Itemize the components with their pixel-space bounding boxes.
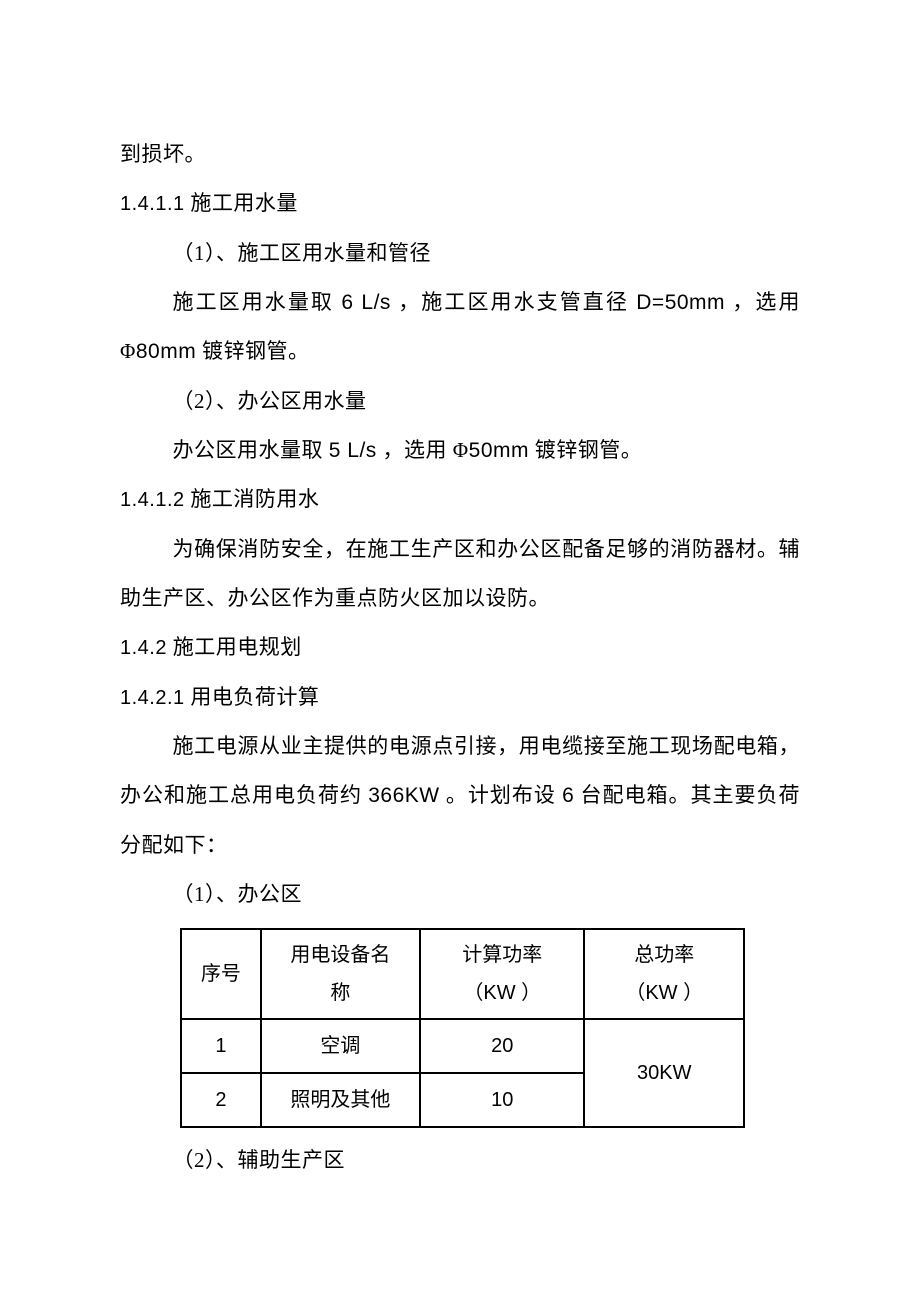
value-pipe-size: 80mm	[136, 340, 196, 363]
heading-number: 1.4.1.2	[120, 489, 185, 511]
value-pipe-size: 50mm	[469, 439, 529, 462]
paragraph-5: 为确保消防安全，在施工生产区和办公区配备足够的消防器材。辅助生产区、办公区作为重…	[120, 525, 800, 624]
heading-number: 1.4.1.1	[120, 193, 185, 215]
paragraph-4: 办公区用水量取 5 L/s ，选用 Φ50mm 镀锌钢管。	[120, 426, 800, 475]
header-total-power: 总功率 （KW ）	[584, 929, 744, 1019]
paragraph-continuation: 到损坏。	[120, 130, 800, 179]
header-line: 计算功率	[462, 944, 542, 966]
cell-serial: 2	[181, 1073, 261, 1127]
cell-equipment: 空调	[261, 1019, 420, 1073]
paragraph-3: （2）、办公区用水量	[120, 377, 800, 426]
text-segment: 。计划布设	[440, 783, 562, 807]
cell-power: 20	[420, 1019, 584, 1073]
value-diameter: D=50mm	[636, 291, 725, 314]
text-segment: 办公区用水量取	[173, 438, 329, 462]
cell-power: 10	[420, 1073, 584, 1127]
table-header-row: 序号 用电设备名 称 计算功率 （KW ） 总功率 （KW ）	[181, 929, 744, 1019]
heading-title: 施工用水量	[185, 191, 298, 215]
header-line: 用电设备名	[290, 944, 390, 966]
table-office-power: 序号 用电设备名 称 计算功率 （KW ） 总功率 （KW ） 1 空调 20	[180, 928, 800, 1128]
header-equipment: 用电设备名 称	[261, 929, 420, 1019]
heading-1412: 1.4.1.2 施工消防用水	[120, 475, 800, 524]
value-flow-rate: 6 L/s	[341, 291, 391, 314]
heading-title: 施工消防用水	[185, 487, 320, 511]
heading-1411: 1.4.1.1 施工用水量	[120, 179, 800, 228]
header-serial: 序号	[181, 929, 261, 1019]
cell-serial: 1	[181, 1019, 261, 1073]
header-line: （KW ）	[625, 982, 703, 1004]
text-segment: ，施工区用水支管直径	[391, 290, 636, 314]
text-segment: 镀锌钢管。	[196, 339, 309, 363]
heading-title: 施工用电规划	[167, 635, 302, 659]
value-flow-rate: 5 L/s	[329, 439, 377, 462]
paragraph-6: 施工电源从业主提供的电源点引接，用电缆接至施工现场配电箱，办公和施工总用电负荷约…	[120, 722, 800, 870]
paragraph-1: （1）、施工区用水量和管径	[120, 229, 800, 278]
heading-142: 1.4.2 施工用电规划	[120, 623, 800, 672]
text-segment: 施工区用水量取	[173, 290, 342, 314]
header-line: 总功率	[634, 944, 694, 966]
heading-number: 1.4.2	[120, 637, 167, 659]
heading-number: 1.4.2.1	[120, 687, 185, 709]
cell-equipment: 照明及其他	[261, 1073, 420, 1127]
heading-title: 用电负荷计算	[185, 685, 320, 709]
text-segment: ，选用 Φ	[377, 438, 469, 462]
header-calc-power: 计算功率 （KW ）	[420, 929, 584, 1019]
paragraph-8: （2）、辅助生产区	[120, 1136, 800, 1185]
value-box-count: 6	[562, 784, 574, 807]
document-body: 到损坏。 1.4.1.1 施工用水量 （1）、施工区用水量和管径 施工区用水量取…	[120, 130, 800, 1185]
heading-1421: 1.4.2.1 用电负荷计算	[120, 673, 800, 722]
paragraph-7: （1）、办公区	[120, 870, 800, 919]
cell-total: 30KW	[584, 1019, 744, 1127]
power-table: 序号 用电设备名 称 计算功率 （KW ） 总功率 （KW ） 1 空调 20	[180, 928, 745, 1128]
paragraph-2: 施工区用水量取 6 L/s ，施工区用水支管直径 D=50mm ，选用 Φ80m…	[120, 278, 800, 377]
header-line: （KW ）	[463, 982, 541, 1004]
text-segment: 镀锌钢管。	[529, 438, 642, 462]
table-row: 1 空调 20 30KW	[181, 1019, 744, 1073]
value-total-power: 366KW	[368, 784, 439, 807]
header-line: 称	[330, 982, 350, 1004]
